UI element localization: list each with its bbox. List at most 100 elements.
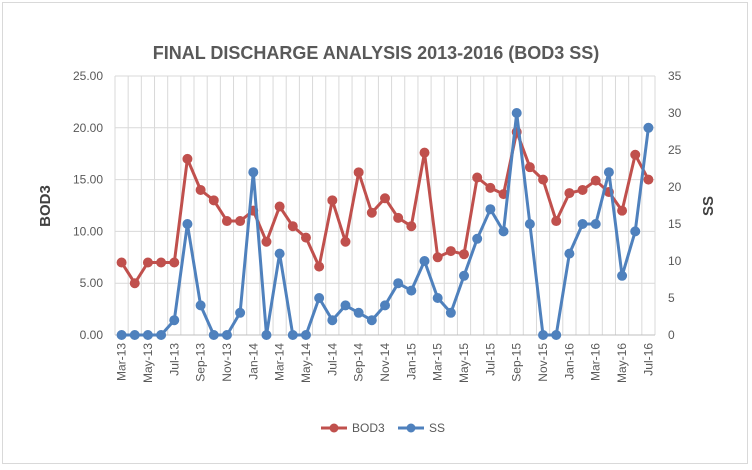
x-tick-label: Mar-14 [273, 343, 287, 381]
data-point-bod3 [261, 236, 272, 247]
left-tick-label: 25.00 [73, 69, 103, 83]
data-point-ss [235, 307, 246, 318]
left-tick-label: 20.00 [73, 121, 103, 135]
data-point-ss [380, 300, 390, 311]
data-point-ss [182, 219, 193, 229]
data-point-bod3 [577, 184, 588, 195]
legend: BOD3 SS [321, 421, 445, 435]
data-point-bod3 [445, 246, 456, 257]
data-point-ss [472, 233, 483, 244]
data-point-ss [327, 315, 338, 326]
data-point-bod3 [630, 149, 641, 160]
data-point-ss [116, 330, 127, 340]
right-tick-label: 30 [668, 106, 682, 120]
data-point-ss [551, 330, 562, 340]
data-point-bod3 [169, 257, 180, 268]
left-tick-label: 15.00 [73, 173, 103, 187]
data-point-bod3 [156, 257, 167, 268]
data-point-ss [340, 300, 351, 311]
x-tick-label: Mar-15 [431, 343, 445, 381]
data-point-bod3 [195, 184, 206, 195]
x-tick-label: Jan-14 [246, 343, 260, 380]
right-tick-label: 5 [668, 291, 675, 305]
right-tick-label: 10 [668, 254, 682, 268]
x-tick-label: Nov-13 [220, 343, 234, 382]
left-axis-title: BOD3 [37, 185, 54, 227]
x-tick-label: Jul-16 [641, 343, 655, 376]
x-tick-label: Jan-15 [404, 343, 418, 380]
data-point-ss [314, 293, 325, 303]
x-tick-label: Jul-15 [483, 343, 497, 376]
legend-marker [329, 423, 339, 433]
data-point-bod3 [274, 201, 285, 212]
data-point-bod3 [643, 174, 654, 185]
left-tick-label: 10.00 [73, 224, 103, 238]
data-point-ss [208, 330, 219, 340]
data-point-ss [485, 204, 496, 215]
data-point-ss [538, 330, 549, 340]
series-layer [116, 108, 654, 340]
right-axis-ticks: 0 5 10 15 20 25 30 35 [668, 69, 682, 342]
data-point-bod3 [340, 236, 351, 247]
data-point-ss [498, 226, 509, 237]
data-point-ss [274, 248, 285, 259]
data-point-ss [432, 293, 443, 303]
data-point-bod3 [617, 205, 628, 216]
data-point-bod3 [380, 193, 390, 204]
x-tick-label: Nov-15 [536, 343, 550, 382]
data-point-bod3 [208, 195, 219, 206]
data-point-bod3 [221, 216, 232, 227]
data-point-bod3 [406, 221, 417, 232]
data-point-bod3 [432, 252, 443, 263]
x-tick-label: Mar-13 [115, 343, 129, 381]
gridlines [114, 75, 656, 336]
data-point-bod3 [590, 175, 601, 186]
right-tick-label: 0 [668, 328, 675, 342]
data-point-ss [287, 330, 298, 340]
data-point-ss [261, 330, 272, 340]
data-point-bod3 [353, 167, 364, 178]
legend-item-bod3: BOD3 [321, 421, 385, 435]
legend-item-ss: SS [398, 421, 445, 435]
data-point-ss [445, 307, 456, 318]
data-point-ss [353, 307, 364, 318]
data-point-bod3 [235, 216, 246, 227]
left-tick-label: 5.00 [80, 276, 104, 290]
data-point-ss [564, 248, 575, 259]
left-tick-label: 0.00 [80, 328, 104, 342]
legend-label: SS [429, 421, 445, 435]
data-point-ss [156, 330, 167, 340]
x-tick-label: Mar-16 [589, 343, 603, 381]
data-point-bod3 [419, 147, 430, 158]
x-tick-label: Sep-14 [352, 343, 366, 382]
data-point-bod3 [551, 216, 562, 227]
data-point-ss [630, 226, 641, 237]
data-point-ss [406, 285, 417, 296]
data-point-bod3 [116, 257, 127, 268]
data-point-bod3 [129, 278, 140, 289]
x-axis-ticks: Mar-13 May-13 Jul-13 Sep-13 Nov-13 Jan-14 Mar-… [115, 343, 656, 383]
x-tick-label: Sep-15 [510, 343, 524, 382]
data-point-ss [643, 122, 654, 133]
data-point-ss [590, 219, 601, 229]
legend-label: BOD3 [352, 421, 385, 435]
right-axis-title: SS [700, 196, 717, 216]
data-point-bod3 [287, 221, 298, 232]
chart-frame: FINAL DISCHARGE ANALYSIS 2013-2016 (BOD3… [2, 2, 748, 464]
x-tick-label: May-16 [615, 343, 629, 383]
right-tick-label: 25 [668, 143, 682, 157]
data-point-bod3 [564, 188, 575, 199]
data-point-ss [366, 315, 377, 326]
left-axis-ticks: 0.00 5.00 10.00 15.00 20.00 25.00 [73, 69, 103, 342]
data-point-bod3 [485, 182, 496, 193]
data-point-ss [169, 315, 180, 326]
right-tick-label: 15 [668, 217, 682, 231]
x-tick-label: Jul-14 [325, 343, 339, 376]
data-point-ss [300, 330, 311, 340]
data-point-bod3 [393, 212, 404, 223]
data-point-ss [142, 330, 153, 340]
x-tick-label: May-14 [299, 343, 313, 383]
x-tick-label: May-13 [141, 343, 155, 383]
data-point-ss [419, 256, 430, 266]
data-point-ss [577, 219, 588, 229]
